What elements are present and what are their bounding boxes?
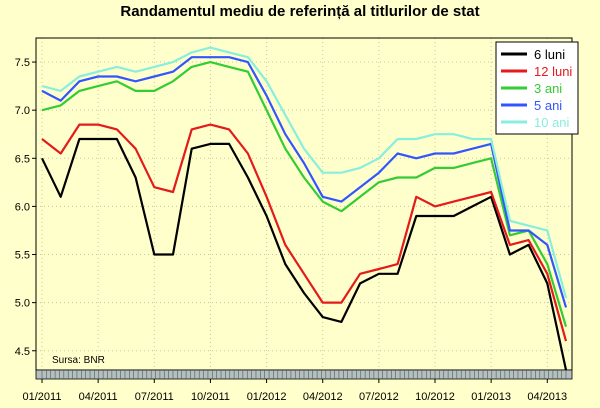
series-line bbox=[41, 46, 568, 299]
series-line bbox=[41, 137, 568, 371]
legend-entry: 3 ani bbox=[534, 81, 562, 96]
x-tick-label: 01/2012 bbox=[247, 391, 287, 403]
y-tick-label: 7.5 bbox=[15, 57, 30, 69]
grid-lines bbox=[36, 38, 572, 370]
chart-title: Randamentul mediu de referință al titlur… bbox=[120, 3, 480, 20]
y-tick-label: 6.5 bbox=[15, 153, 30, 165]
x-tick-label: 07/2012 bbox=[359, 391, 399, 403]
x-tick-label: 04/2012 bbox=[303, 391, 343, 403]
series-lines bbox=[41, 46, 568, 371]
x-axis: 01/2011 04/2011 07/2011 10/2011 01/2012 04/20… bbox=[23, 370, 567, 403]
legend: 6 luni 12 luni 3 ani 5 ani 10 ani bbox=[495, 41, 579, 135]
x-tick-label: 10/2012 bbox=[415, 391, 455, 403]
series-line bbox=[41, 56, 568, 308]
series-line bbox=[41, 123, 568, 342]
x-tick-label: 10/2011 bbox=[191, 391, 230, 403]
legend-entry: 6 luni bbox=[534, 47, 565, 62]
x-tick-label: 07/2011 bbox=[135, 391, 174, 403]
legend-entry: 10 ani bbox=[534, 115, 570, 130]
source-note: Sursa: BNR bbox=[52, 355, 105, 366]
y-tick-label: 5.0 bbox=[15, 298, 30, 310]
series-line bbox=[41, 60, 568, 328]
x-tick-label: 04/2013 bbox=[527, 391, 567, 403]
legend-entry: 5 ani bbox=[534, 98, 562, 113]
x-tick-label: 04/2011 bbox=[79, 391, 118, 403]
legend-entry: 12 luni bbox=[534, 64, 572, 79]
x-tick-label: 01/2011 bbox=[23, 391, 62, 403]
y-tick-label: 5.5 bbox=[15, 250, 30, 262]
y-axis: 4.5 5.0 5.5 6.0 6.5 7.0 7.5 bbox=[15, 57, 36, 358]
plot-frame bbox=[35, 37, 573, 371]
y-tick-label: 4.5 bbox=[15, 346, 30, 358]
y-tick-label: 6.0 bbox=[15, 201, 30, 213]
y-tick-label: 7.0 bbox=[15, 105, 30, 117]
x-tick-label: 01/2013 bbox=[471, 391, 511, 403]
